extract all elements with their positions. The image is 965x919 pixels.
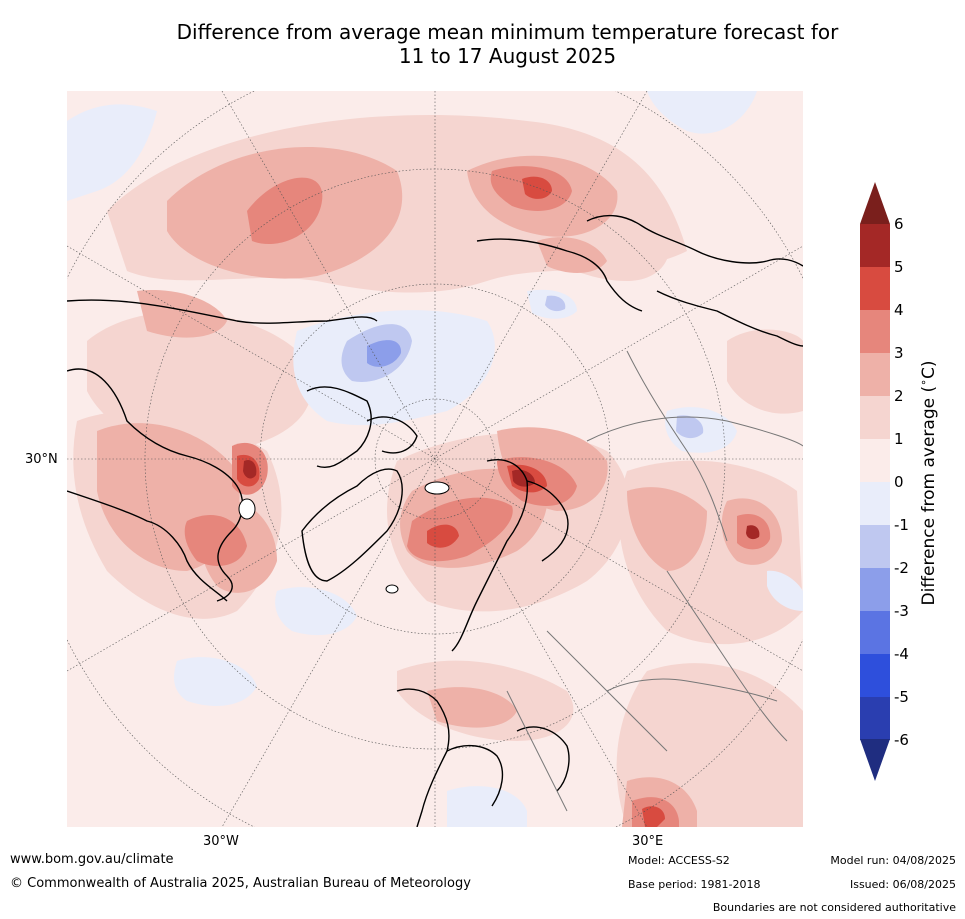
colorbar-segment xyxy=(860,525,890,568)
colorbar-segment xyxy=(860,482,890,525)
lakes-islands xyxy=(238,481,450,594)
colorbar-tick-label: -3 xyxy=(894,602,909,620)
colorbar-segments xyxy=(860,224,890,740)
colorbar-tick-label: -4 xyxy=(894,645,909,663)
colorbar-segment xyxy=(860,654,890,697)
footer-model: Model: ACCESS-S2 xyxy=(628,854,730,867)
colorbar-segment xyxy=(860,353,890,396)
colorbar-segment xyxy=(860,439,890,482)
colorbar-tick-label: 1 xyxy=(894,430,904,448)
colorbar-title-prefix: Difference from average ( xyxy=(918,385,939,606)
anomaly-band-0-neg1 xyxy=(67,91,803,827)
colorbar-tick-label: 2 xyxy=(894,387,904,405)
colorbar-tick-label: 5 xyxy=(894,258,904,276)
footer-website[interactable]: www.bom.gov.au/climate xyxy=(10,852,174,867)
footer-model-run: Model run: 04/08/2025 xyxy=(830,854,956,867)
lon-label-30e: 30°E xyxy=(632,834,664,849)
colorbar-ticks: 6 5 4 3 2 1 0 -1 -2 -3 -4 -5 -6 xyxy=(894,215,909,749)
colorbar: 6 5 4 3 2 1 0 -1 -2 -3 -4 -5 -6 xyxy=(850,180,920,790)
polar-map xyxy=(67,91,803,827)
title-line-1: Difference from average mean minimum tem… xyxy=(176,20,839,44)
colorbar-segment xyxy=(860,697,890,740)
colorbar-segment xyxy=(860,224,890,267)
colorbar-tick-label: 0 xyxy=(894,473,904,491)
footer-base-period: Base period: 1981-2018 xyxy=(628,878,761,891)
lon-label-30w: 30°W xyxy=(203,834,239,849)
lat-label-30n: 30°N xyxy=(25,452,58,467)
colorbar-title: Difference from average (∘C) xyxy=(917,360,939,606)
graticule xyxy=(67,91,803,827)
colorbar-tick-label: -6 xyxy=(894,731,909,749)
colorbar-tick-label: -5 xyxy=(894,688,909,706)
colorbar-extend-over xyxy=(860,182,890,224)
map-title: Difference from average mean minimum tem… xyxy=(0,20,965,68)
title-line-2: 11 to 17 August 2025 xyxy=(398,44,617,68)
colorbar-tick-label: 3 xyxy=(894,344,904,362)
footer-copyright: © Commonwealth of Australia 2025, Austra… xyxy=(10,876,471,891)
footer-issued: Issued: 06/08/2025 xyxy=(849,878,956,891)
country-borders xyxy=(506,350,803,812)
colorbar-segment xyxy=(860,396,890,439)
colorbar-segment xyxy=(860,611,890,654)
colorbar-svg: 6 5 4 3 2 1 0 -1 -2 -3 -4 -5 -6 xyxy=(860,182,909,781)
colorbar-extend-under xyxy=(860,739,890,781)
coastlines xyxy=(67,214,803,827)
colorbar-tick-label: -2 xyxy=(894,559,909,577)
colorbar-segment xyxy=(860,568,890,611)
anomaly-band-5-plus xyxy=(243,459,760,540)
footer-disclaimer: Boundaries are not considered authoritat… xyxy=(712,901,956,914)
colorbar-segment xyxy=(860,267,890,310)
colorbar-segment xyxy=(860,310,890,353)
colorbar-title-unit: C) xyxy=(918,360,939,379)
colorbar-tick-label: -1 xyxy=(894,516,909,534)
anomaly-map-svg xyxy=(67,91,803,827)
anomaly-band-neg2-neg3 xyxy=(367,340,402,367)
colorbar-tick-label: 6 xyxy=(894,215,904,233)
colorbar-tick-label: 4 xyxy=(894,301,904,319)
